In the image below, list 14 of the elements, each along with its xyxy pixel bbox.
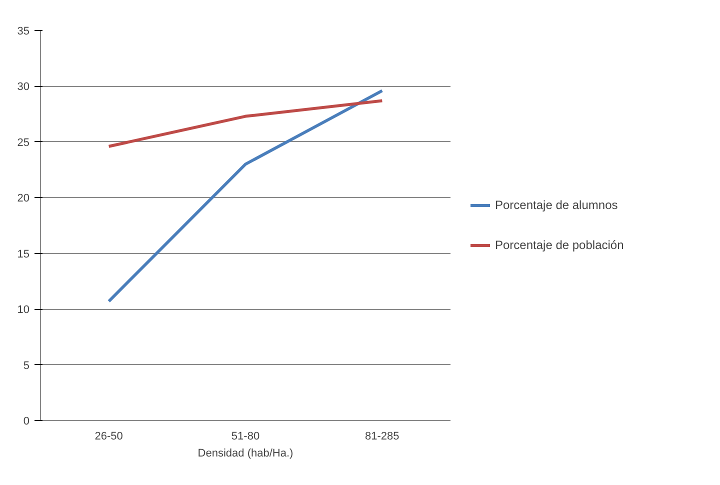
y-tick-label: 15 (17, 248, 30, 260)
y-tick-label: 25 (17, 136, 30, 149)
y-tick-label: 20 (17, 192, 30, 205)
x-axis-title: Densidad (hab/Ha.) (198, 448, 294, 460)
x-tick-label: 51-80 (231, 430, 260, 442)
legend-label: Porcentaje de población (495, 238, 624, 252)
x-tick-label: 26-50 (94, 430, 123, 442)
y-tick-label: 35 (17, 26, 30, 38)
y-tick-label: 5 (23, 360, 30, 372)
y-tick-label: 0 (23, 416, 30, 428)
x-tick-label: 81-285 (365, 430, 400, 442)
y-tick-label: 10 (17, 304, 30, 316)
y-tick-label: 30 (17, 81, 30, 94)
legend-label: Porcentaje de alumnos (495, 198, 618, 212)
